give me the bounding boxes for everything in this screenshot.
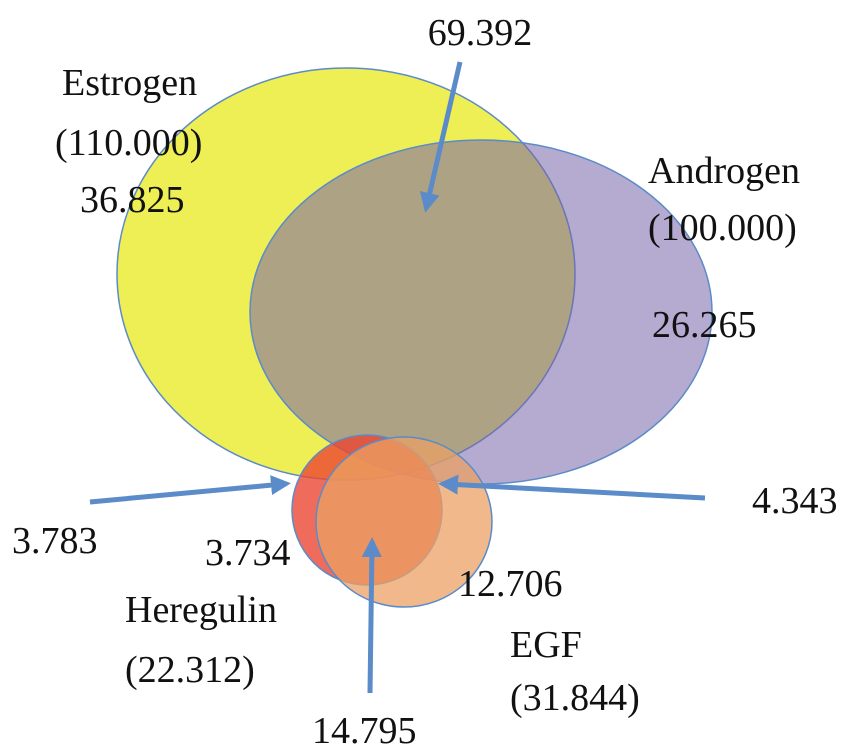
region-label: 3.783 <box>12 520 98 562</box>
set-size: (110.000) <box>55 122 202 164</box>
region-label: 12.706 <box>458 563 563 605</box>
set-size: (31.844) <box>510 677 640 719</box>
arrow <box>419 61 463 213</box>
arrow <box>438 474 706 501</box>
region-label: 69.392 <box>428 12 533 54</box>
region-label: 4.343 <box>752 480 838 522</box>
set-name: Androgen <box>648 150 800 192</box>
set-name: Estrogen <box>62 62 197 104</box>
region-label: 36.825 <box>80 179 185 221</box>
set-size: (22.312) <box>125 649 255 691</box>
arrow <box>361 537 382 694</box>
set-size: (100.000) <box>648 207 797 249</box>
arrow <box>89 475 291 505</box>
region-label: 14.795 <box>312 710 417 752</box>
region-label: 26.265 <box>652 304 757 346</box>
set-name: Heregulin <box>125 589 277 631</box>
androgen-set <box>249 139 713 485</box>
set-name: EGF <box>510 624 582 666</box>
region-label: 3.734 <box>205 532 291 574</box>
